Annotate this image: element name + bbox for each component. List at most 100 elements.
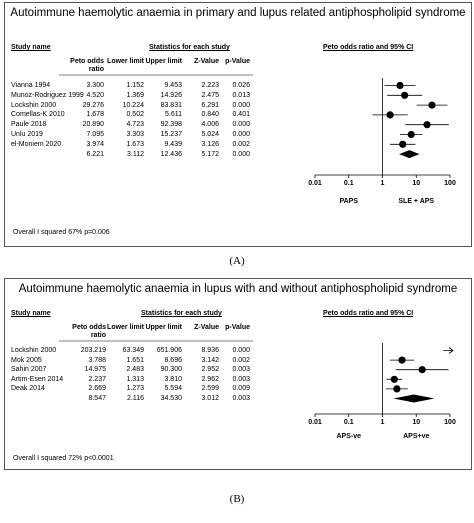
cell-p: 0.013	[232, 91, 250, 99]
cell-upper: 14.926	[160, 91, 182, 99]
column-header: Peto odds ratio	[70, 58, 104, 73]
cell-lower: 1.673	[126, 140, 144, 148]
study-name: Unlu 2019	[11, 131, 43, 138]
panel-label-b: (B)	[229, 493, 245, 505]
point-estimate	[428, 101, 436, 109]
cell-p: 0.401	[232, 111, 250, 119]
point-estimate	[393, 385, 401, 393]
cell-z: 3.142	[201, 356, 219, 364]
favours-left-label: APS-ve	[336, 433, 361, 440]
cell-z: 6.291	[201, 101, 219, 109]
cell-upper: 83.831	[160, 101, 182, 109]
favours-right-label: APS+ve	[403, 433, 429, 440]
study-name-header: Study name	[11, 44, 51, 51]
cell-p: 0.000	[232, 121, 250, 129]
cell-p: 0.000	[232, 131, 250, 138]
column-header: Upper limit	[145, 58, 182, 65]
heterogeneity-text: Overall I squared 67% p=0.006	[13, 229, 110, 236]
study-name: Comellas-K 2010	[11, 111, 65, 119]
column-header: Z-Value	[194, 324, 219, 331]
cell-or: 20.890	[82, 121, 104, 129]
cell-z: 5.172	[201, 150, 219, 158]
heterogeneity-text: Overall I squared 72% p<0.0001	[13, 455, 114, 462]
cell-z: 2.223	[201, 82, 219, 89]
x-tick-label: 0.01	[308, 419, 322, 426]
point-estimate	[396, 81, 404, 90]
pooled-diamond	[393, 394, 435, 403]
cell-z: 2.952	[201, 366, 219, 374]
cell-or: 4.520	[86, 91, 104, 99]
forest-plot-panel-a: Autoimmune haemolytic anaemia in primary…	[4, 2, 472, 247]
cell-lower: 1.313	[126, 375, 144, 383]
cell-lower: 0.502	[126, 111, 144, 119]
cell-lower: 63.349	[122, 347, 144, 354]
cell-lower: 3.112	[127, 150, 144, 158]
cell-or: 6.221	[86, 150, 104, 158]
cell-p: 0.002	[232, 356, 250, 364]
column-header: Peto odds ratio	[72, 324, 106, 339]
x-tick-label: 0.1	[344, 419, 354, 426]
stats-header: Statistics for each study	[141, 310, 222, 317]
study-name: Deak 2014	[11, 385, 45, 393]
cell-p: 0.000	[232, 150, 250, 158]
cell-upper: 651.906	[156, 347, 182, 354]
panel-label-a: (A)	[229, 255, 245, 267]
column-header: Upper limit	[145, 324, 182, 331]
x-tick-label: 1	[381, 419, 385, 426]
cell-or: 8.547	[88, 395, 106, 402]
cell-z: 2.599	[201, 385, 219, 393]
cell-p: 0.003	[232, 395, 250, 402]
cell-lower: 2.116	[127, 395, 144, 402]
cell-lower: 10.224	[122, 101, 144, 109]
point-estimate	[407, 130, 415, 139]
cell-upper: 15.237	[160, 131, 182, 138]
cell-upper: 92.398	[160, 121, 182, 129]
study-name: Lockshin 2000	[11, 347, 57, 354]
cell-z: 8.936	[201, 347, 219, 354]
plot-header: Peto odds ratio and 95% CI	[323, 310, 414, 317]
cell-or: 3.300	[86, 82, 104, 89]
cell-p: 0.000	[232, 101, 250, 109]
point-estimate	[386, 111, 394, 119]
cell-or: 2.237	[88, 375, 106, 383]
x-tick-label: 100	[444, 180, 456, 187]
point-estimate	[401, 91, 409, 99]
x-tick-label: 10	[412, 180, 420, 187]
cell-or: 3.974	[86, 140, 104, 148]
cell-or: 2.669	[88, 385, 106, 393]
point-estimate	[418, 366, 426, 374]
cell-lower: 1.273	[126, 385, 144, 393]
cell-p: 0.026	[232, 82, 250, 89]
x-tick-label: 0.01	[308, 180, 322, 187]
favours-right-label: SLE + APS	[398, 198, 434, 205]
cell-lower: 1.651	[126, 356, 144, 364]
cell-z: 3.012	[201, 395, 219, 402]
cell-p: 0.002	[232, 140, 250, 148]
cell-lower: 2.483	[126, 366, 144, 374]
forest-plot-panel-b: Autoimmune haemolytic anaemia in lupus w…	[4, 278, 472, 470]
cell-upper: 9.439	[164, 140, 182, 148]
cell-upper: 90.300	[160, 366, 182, 374]
cell-z: 5.024	[201, 131, 219, 138]
chart-title: Autoimmune haemolytic anaemia in primary…	[10, 7, 466, 19]
cell-p: 0.003	[232, 375, 250, 383]
cell-z: 2.475	[201, 91, 219, 99]
column-header: Z-Value	[194, 58, 219, 65]
cell-or: 203.219	[80, 347, 106, 354]
chart-title: Autoimmune haemolytic anaemia in lupus w…	[18, 283, 458, 295]
cell-upper: 9.453	[164, 82, 182, 89]
cell-p: 0.009	[232, 385, 250, 393]
cell-p: 0.000	[232, 347, 250, 354]
cell-upper: 3.810	[164, 375, 182, 383]
cell-upper: 8.696	[164, 356, 182, 364]
favours-left-label: PAPS	[339, 198, 358, 205]
cell-or: 7.095	[86, 131, 104, 138]
cell-z: 0.840	[201, 111, 219, 119]
cell-p: 0.003	[232, 366, 250, 374]
cell-upper: 12.436	[160, 150, 182, 158]
column-header: p-Value	[225, 58, 250, 65]
forest-plot-svg: 0.01 0.1 1 10 100 APS-ve APS+ve	[59, 340, 456, 440]
point-estimate	[398, 356, 406, 364]
cell-upper: 34.530	[160, 395, 182, 402]
column-header: p-Value	[225, 324, 250, 331]
